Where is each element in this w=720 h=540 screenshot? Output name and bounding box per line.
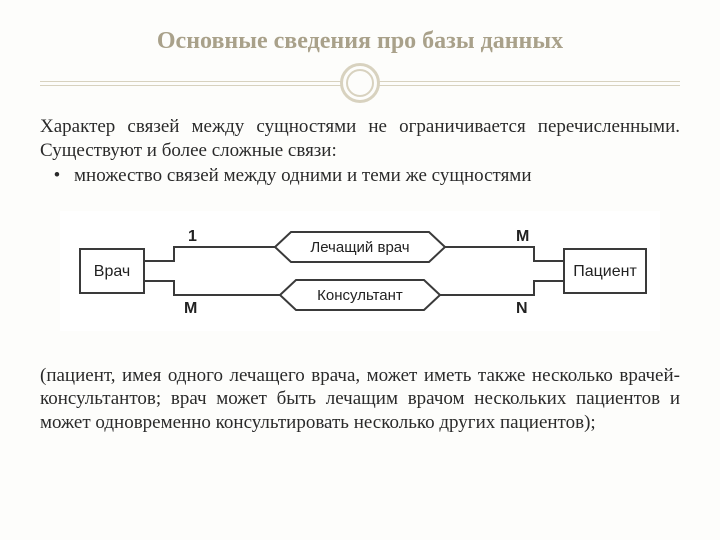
intro-paragraph: Характер связей между сущностями не огра…: [40, 115, 680, 163]
bullet-row: • множество связей между одними и теми ж…: [40, 165, 680, 187]
explanation-paragraph: (пациент, имея одного лечащего врача, мо…: [40, 364, 680, 435]
svg-text:M: M: [184, 300, 197, 317]
er-diagram: Врач Пациент Лечащий врач Консультант 1 M M N: [60, 211, 660, 336]
decoration-circle-inner: [346, 69, 374, 97]
svg-text:M: M: [516, 228, 529, 245]
page-title: Основные сведения про базы данных: [40, 28, 680, 55]
svg-text:1: 1: [188, 228, 197, 245]
svg-text:Врач: Врач: [94, 263, 130, 280]
diagram-svg: Врач Пациент Лечащий врач Консультант 1 M M N: [60, 211, 660, 331]
bullet-marker: •: [40, 165, 74, 187]
svg-text:Пациент: Пациент: [573, 263, 637, 280]
svg-text:Лечащий врач: Лечащий врач: [310, 239, 409, 256]
svg-text:Консультант: Консультант: [317, 287, 403, 304]
title-decoration: [40, 61, 680, 105]
slide: Основные сведения про базы данных Характ…: [0, 0, 720, 540]
bullet-text: множество связей между одними и теми же …: [74, 165, 680, 187]
svg-text:N: N: [516, 300, 528, 317]
